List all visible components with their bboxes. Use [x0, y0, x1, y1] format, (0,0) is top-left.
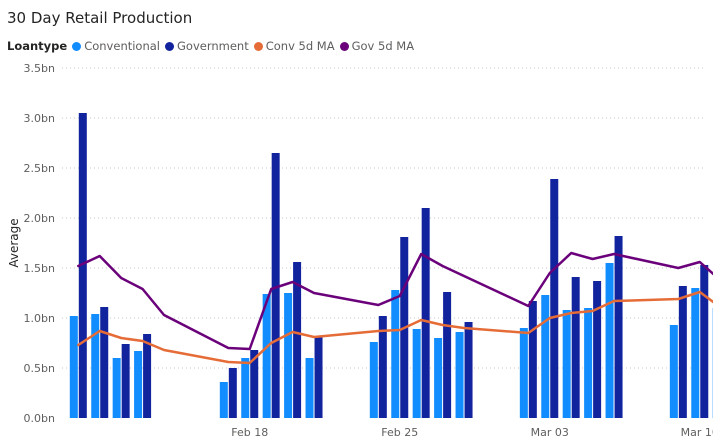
chart-title: 30 Day Retail Production	[7, 9, 193, 27]
line-conv-5d-ma	[77, 290, 713, 365]
bar-government	[143, 334, 152, 418]
legend: Loantype Conventional Government Conv 5d…	[7, 39, 419, 53]
line-gov-5d-ma	[77, 251, 713, 351]
bar-conventional	[262, 294, 271, 418]
y-tick-label: 1.0bn	[24, 312, 55, 325]
legend-item-government[interactable]: Government	[165, 39, 249, 53]
bar-conventional	[562, 310, 571, 418]
bar-government	[293, 262, 302, 418]
x-tick-label: Mar 10	[681, 426, 713, 439]
bar-conventional	[391, 290, 400, 418]
bar-government	[700, 265, 709, 418]
legend-dot-icon	[165, 41, 174, 51]
legend-item-conv-5d-ma[interactable]: Conv 5d MA	[253, 39, 335, 53]
bar-government	[250, 350, 259, 418]
bar-government	[443, 292, 452, 418]
bar-government	[528, 301, 537, 418]
y-tick-label: 2.0bn	[24, 212, 55, 225]
bar-government	[550, 179, 559, 418]
bar-conventional	[69, 316, 78, 418]
y-tick-label: 3.0bn	[24, 112, 55, 125]
legend-dot-icon	[339, 41, 349, 51]
bar-conventional	[584, 308, 593, 418]
legend-dot-icon	[253, 41, 263, 51]
y-tick-label: 0.0bn	[24, 412, 55, 425]
bar-conventional	[284, 293, 293, 418]
x-tick-label: Feb 25	[381, 426, 418, 439]
bar-conventional	[91, 314, 100, 418]
bar-government	[78, 113, 87, 418]
x-tick-label: Mar 03	[531, 426, 569, 439]
bar-government	[464, 322, 473, 418]
bar-government	[678, 286, 687, 418]
x-tick-label: Feb 18	[231, 426, 268, 439]
bar-conventional	[669, 325, 678, 418]
bar-conventional	[519, 328, 528, 418]
bar-conventional	[241, 358, 250, 418]
bar-conventional	[691, 288, 700, 418]
bar-government	[614, 236, 623, 418]
bar-government	[593, 281, 602, 418]
bar-government	[378, 316, 387, 418]
legend-label: Government	[177, 39, 249, 53]
bar-government	[271, 153, 280, 418]
legend-title: Loantype	[7, 39, 68, 53]
bar-conventional	[455, 332, 464, 418]
bar-government	[121, 344, 130, 418]
bar-conventional	[434, 338, 443, 418]
bar-conventional	[112, 358, 121, 418]
legend-dot-icon	[72, 41, 82, 51]
bar-conventional	[605, 263, 614, 418]
legend-label: Conventional	[84, 39, 160, 53]
bar-conventional	[134, 351, 143, 418]
bar-conventional	[369, 342, 378, 418]
bar-conventional	[541, 295, 550, 418]
bar-conventional	[305, 358, 314, 418]
bar-conventional	[219, 382, 228, 418]
bar-government	[228, 368, 237, 418]
legend-label: Gov 5d MA	[351, 39, 415, 53]
legend-label: Conv 5d MA	[265, 39, 335, 53]
y-tick-label: 2.5bn	[24, 162, 55, 175]
legend-item-conventional[interactable]: Conventional	[72, 39, 160, 53]
y-axis-title: Average	[7, 218, 21, 267]
legend-item-gov-5d-ma[interactable]: Gov 5d MA	[339, 39, 415, 53]
y-tick-label: 1.5bn	[24, 262, 55, 275]
y-tick-label: 0.5bn	[24, 362, 55, 375]
bar-government	[314, 337, 323, 418]
bar-government	[421, 208, 430, 418]
y-tick-label: 3.5bn	[24, 62, 55, 75]
bar-conventional	[412, 329, 421, 418]
bar-government	[100, 307, 109, 418]
bar-government	[571, 277, 580, 418]
